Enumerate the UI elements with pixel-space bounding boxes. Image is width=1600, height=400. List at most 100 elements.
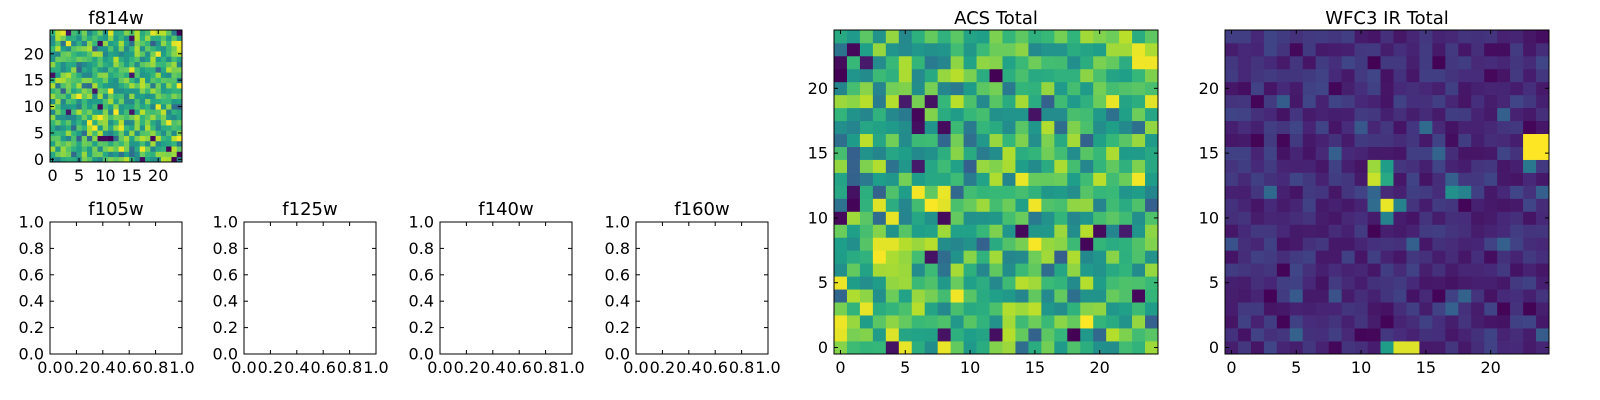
heatmap-cell [81, 77, 88, 84]
heatmap-cell [1406, 107, 1420, 122]
heatmap-cell [1106, 263, 1120, 277]
heatmap-cell [1497, 263, 1511, 277]
heatmap-cell [950, 315, 964, 329]
heatmap-cell [1536, 289, 1550, 303]
heatmap-cell [1445, 289, 1459, 303]
plot-title: ACS Total [954, 8, 1038, 29]
heatmap-cell [129, 109, 135, 115]
heatmap-cell [1523, 250, 1537, 264]
heatmap-cell [55, 35, 61, 41]
x-tick-label: 0 [835, 358, 845, 377]
heatmap-cell [113, 140, 119, 147]
heatmap-cell [108, 135, 114, 142]
heatmap-cell [1315, 146, 1330, 160]
x-tick-label: 0.4 [480, 358, 505, 377]
heatmap-cell [155, 119, 162, 126]
heatmap-cell [134, 35, 141, 41]
heatmap-cell [1380, 341, 1394, 355]
heatmap-cell [166, 130, 172, 136]
heatmap-cell [1289, 30, 1304, 44]
heatmap-cell [60, 66, 67, 73]
heatmap-cell [1419, 302, 1433, 316]
heatmap-cell [71, 66, 77, 73]
heatmap-cell [1015, 276, 1029, 290]
heatmap-cell [65, 109, 72, 115]
heatmap-cell [1510, 315, 1524, 329]
heatmap-cell [898, 237, 913, 251]
heatmap-cell [1028, 120, 1042, 135]
heatmap-cell [1328, 224, 1342, 238]
heatmap-cell [1419, 68, 1433, 83]
heatmap-cell [166, 151, 172, 158]
heatmap-cell [1328, 159, 1342, 173]
heatmap-cell [108, 88, 114, 94]
heatmap-cell [76, 93, 83, 99]
heatmap-cell [86, 77, 93, 84]
heatmap-cell [859, 198, 874, 212]
heatmap-cell [150, 156, 156, 163]
heatmap-cell [1002, 172, 1016, 186]
heatmap-cell [1067, 276, 1081, 290]
heatmap-cell [1289, 146, 1304, 160]
heatmap-cell [1419, 55, 1433, 70]
heatmap-cell [924, 224, 939, 238]
heatmap-cell [60, 146, 67, 152]
heatmap-cell [898, 341, 913, 355]
heatmap-cell [113, 130, 119, 136]
heatmap-cell [1119, 185, 1133, 199]
heatmap-cell [1041, 146, 1055, 160]
heatmap-cell [55, 77, 61, 84]
heatmap-cell [1367, 146, 1381, 160]
heatmap-cell [1237, 94, 1252, 109]
heatmap-cell [1458, 120, 1472, 135]
heatmap-cell [1276, 276, 1291, 290]
heatmap-cell [898, 42, 913, 57]
heatmap-cell [145, 119, 151, 126]
heatmap-cell [139, 125, 146, 131]
heatmap-cell [176, 30, 183, 36]
heatmap-cell [1145, 250, 1159, 264]
heatmap-cell [1276, 172, 1291, 186]
heatmap-cell [1225, 315, 1239, 329]
heatmap-cell [1041, 315, 1055, 329]
heatmap-cell [885, 30, 900, 44]
heatmap-cell [1237, 250, 1252, 264]
heatmap-cell [1510, 133, 1524, 147]
heatmap-cell [65, 72, 72, 78]
heatmap-cell [108, 66, 114, 73]
heatmap-cell [1354, 120, 1368, 135]
heatmap-cell [1002, 146, 1016, 160]
heatmap-cell [1328, 30, 1342, 44]
heatmap-cell [171, 146, 178, 152]
heatmap-cell [1328, 68, 1342, 83]
heatmap-cell [1484, 107, 1498, 122]
heatmap-cell [171, 66, 178, 73]
heatmap-cell [1484, 172, 1498, 186]
heatmap-cell [97, 151, 104, 158]
plot-frame [439, 221, 573, 355]
heatmap-cell [129, 119, 135, 126]
heatmap-cell [1276, 315, 1291, 329]
heatmap-cell [97, 156, 104, 163]
heatmap-cell [86, 156, 93, 163]
heatmap-cell [1028, 55, 1042, 70]
heatmap-cell [1523, 55, 1537, 70]
heatmap-cell [1276, 198, 1291, 212]
heatmap-cell [1302, 341, 1317, 355]
heatmap-cell [1132, 68, 1146, 83]
heatmap-cell [86, 151, 93, 158]
heatmap-cell [976, 289, 990, 303]
heatmap-cell [1471, 263, 1485, 277]
heatmap-cell [1315, 107, 1330, 122]
heatmap-cell [1471, 302, 1485, 316]
heatmap-cell [145, 82, 151, 89]
heatmap-cell [1041, 68, 1055, 83]
heatmap-cell [1250, 68, 1265, 83]
y-tick-label: 10 [808, 208, 828, 227]
heatmap-cell [160, 30, 167, 36]
heatmap-cell [1225, 94, 1239, 109]
heatmap-cell [834, 133, 848, 147]
heatmap-cell [1002, 42, 1016, 57]
heatmap-cell [1380, 237, 1394, 251]
heatmap-cell [911, 185, 926, 199]
